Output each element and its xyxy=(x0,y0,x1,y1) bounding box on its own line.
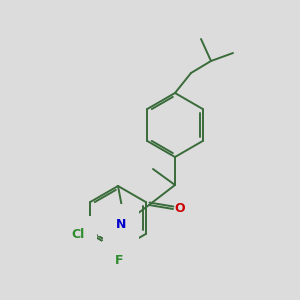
Text: F: F xyxy=(115,254,123,266)
Text: O: O xyxy=(175,202,185,214)
Text: H: H xyxy=(109,215,117,225)
Text: Cl: Cl xyxy=(72,229,85,242)
Text: N: N xyxy=(116,218,126,232)
